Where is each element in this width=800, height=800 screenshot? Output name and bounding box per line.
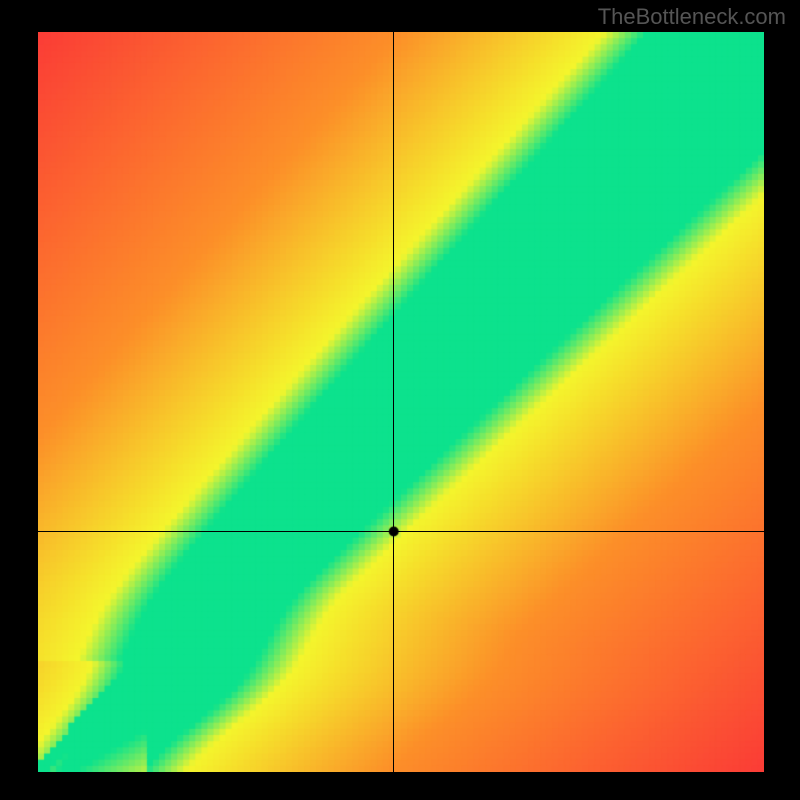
chart-container: TheBottleneck.com bbox=[0, 0, 800, 800]
crosshair-marker bbox=[38, 32, 764, 772]
watermark-text: TheBottleneck.com bbox=[598, 4, 786, 30]
plot-area bbox=[38, 32, 764, 772]
